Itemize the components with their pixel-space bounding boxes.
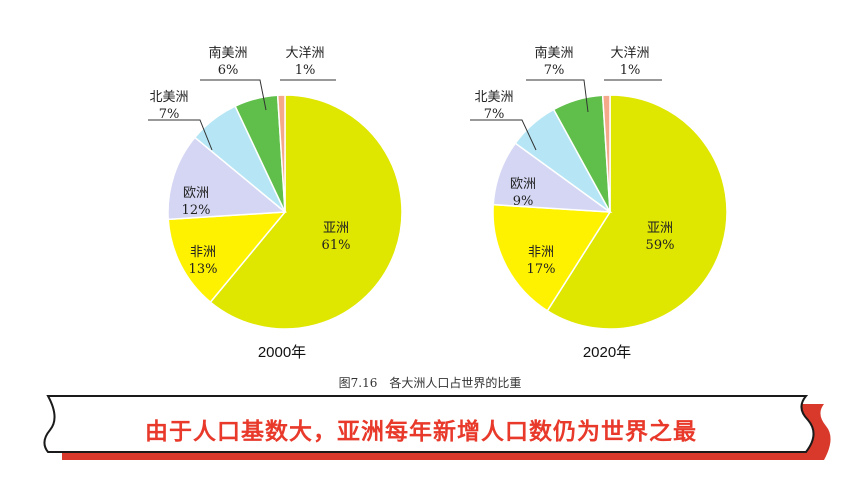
pie-chart-2000: 亚洲 61% 非洲 13% 欧洲 12% 北美洲 7% 南美洲 6% 大洋洲 1% 2000年 [148,45,403,361]
slice-label-3: 北美洲 [474,90,513,105]
chart-year-title: 2000年 [258,344,306,361]
pie-slice-2000-1 [167,211,287,304]
slice-label-4: 南美洲 [534,45,573,61]
leader-line-4 [526,79,589,113]
chart-year-title: 2020年 [583,344,631,361]
slice-value-1: 13% [189,262,218,277]
leader-line-3 [148,119,213,151]
slice-value-1: 17% [527,262,556,277]
pie-slice-2000-2 [167,136,287,221]
slice-label-1: 非洲 [528,245,554,260]
pie-slice-2000-0 [209,94,403,330]
pie-slice-2020-0 [546,94,728,330]
pie-chart-2020: 亚洲 59% 非洲 17% 欧洲 9% 北美洲 7% 南美洲 7% 大洋洲 1% 2020年 [470,45,728,361]
banner-text: 由于人口基数大，亚洲每年新增人口数仍为世界之最 [145,419,697,445]
slice-value-0: 61% [322,238,351,253]
slice-value-4: 6% [218,63,239,78]
leader-line-4 [200,79,267,111]
pie-slice-2020-1 [492,203,612,312]
slice-label-2: 欧洲 [183,186,209,201]
pie-slice-2020-5 [601,94,611,213]
slice-label-4: 南美洲 [208,45,247,61]
slice-label-5: 大洋洲 [285,46,324,61]
pie-slice-2000-5 [276,94,286,213]
slice-value-4: 7% [544,63,565,78]
figure-caption: 图7.16 各大洲人口占世界的比重 [338,376,522,390]
conclusion-banner: 由于人口基数大，亚洲每年新增人口数仍为世界之最 [36,394,836,472]
slice-value-5: 1% [620,63,641,78]
slice-value-0: 59% [646,238,675,253]
banner-scroll-shape [43,395,831,460]
slice-value-3: 7% [484,107,505,122]
slice-label-0: 亚洲 [323,221,349,236]
leader-line-3 [470,119,537,151]
slice-value-2: 9% [513,194,534,209]
slice-value-3: 7% [159,107,180,122]
slice-value-5: 1% [295,63,316,78]
slice-label-0: 亚洲 [647,221,673,236]
slice-value-2: 12% [182,203,211,218]
slice-label-2: 欧洲 [510,177,536,192]
slice-label-3: 北美洲 [149,90,188,105]
pie-charts: 亚洲 61% 非洲 13% 欧洲 12% 北美洲 7% 南美洲 6% 大洋洲 1% 2000年 亚洲 59… [148,45,728,361]
banner-paper [43,395,815,453]
slice-label-1: 非洲 [190,245,216,260]
slice-label-5: 大洋洲 [610,46,649,61]
